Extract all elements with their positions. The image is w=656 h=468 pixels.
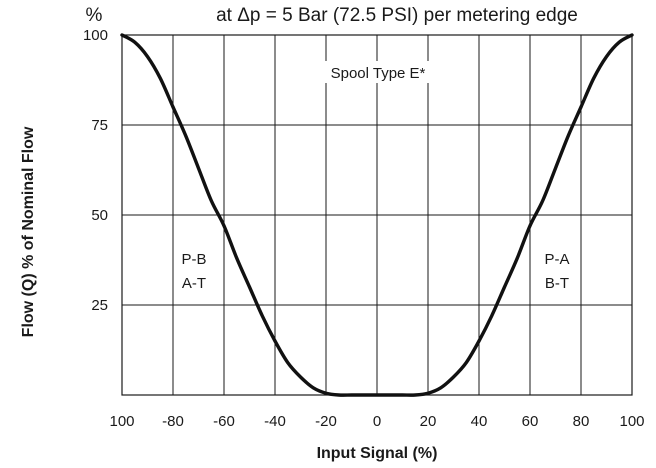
left-port-label-pb: P-B: [181, 251, 206, 268]
x-tick-label: 100: [109, 413, 134, 430]
x-tick-label: -40: [264, 413, 286, 430]
left-port-label-at: A-T: [182, 275, 206, 292]
y-tick-label: 100: [83, 27, 108, 44]
x-tick-label: -80: [162, 413, 184, 430]
x-tick-label: 20: [420, 413, 437, 430]
x-axis-label: Input Signal (%): [317, 445, 438, 462]
x-tick-label: 60: [522, 413, 539, 430]
spool-label-bg: [325, 61, 431, 83]
y-unit-label: %: [86, 5, 103, 26]
x-axis-ticks: 100 -80 -60 -40 -20 0 20 40 60 80 100: [109, 413, 644, 430]
y-axis-label: Flow (Q) % of Nominal Flow: [20, 126, 37, 337]
right-port-label-bt: B-T: [545, 275, 569, 292]
x-tick-label: 0: [373, 413, 381, 430]
right-port-label-pa: P-A: [544, 251, 569, 268]
left-port-label-bg: [176, 247, 222, 299]
x-tick-label: -60: [213, 413, 235, 430]
flow-curve: [120, 33, 634, 397]
y-tick-label: 50: [91, 207, 108, 224]
y-axis-ticks: 25 50 75 100: [83, 27, 108, 314]
y-tick-label: 75: [91, 117, 108, 134]
x-tick-label: 40: [471, 413, 488, 430]
y-tick-label: 25: [91, 297, 108, 314]
chart-title: at Δp = 5 Bar (72.5 PSI) per metering ed…: [216, 5, 578, 26]
x-tick-label: 80: [573, 413, 590, 430]
spool-type-label: Spool Type E*: [331, 65, 426, 82]
x-tick-label: -20: [315, 413, 337, 430]
grid: [122, 35, 632, 395]
x-tick-label: 100: [619, 413, 644, 430]
curve-layer: [120, 33, 634, 397]
right-port-label-bg: [534, 247, 580, 299]
